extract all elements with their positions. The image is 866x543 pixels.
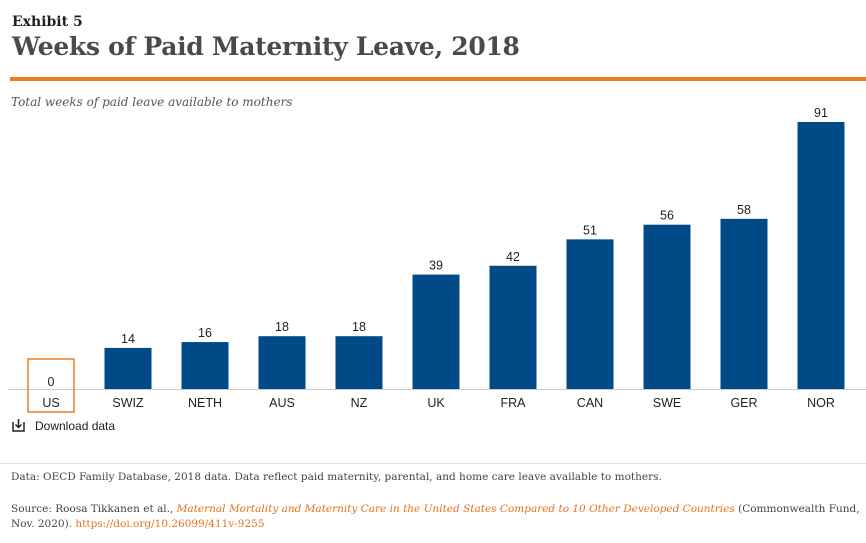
source-citation: Source: Roosa Tikkanen et al., Maternal … bbox=[11, 502, 861, 532]
data-label-nz: 18 bbox=[352, 320, 366, 334]
source-doi-link[interactable]: https://doi.org/10.26099/411v-9255 bbox=[75, 518, 265, 530]
data-label-nor: 91 bbox=[814, 106, 828, 120]
bar-can[interactable] bbox=[566, 239, 614, 389]
download-data-label: Download data bbox=[35, 418, 116, 433]
data-label-can: 51 bbox=[583, 223, 597, 237]
bar-neth[interactable] bbox=[181, 342, 229, 389]
data-label-swe: 56 bbox=[660, 209, 674, 223]
highlight-box-us bbox=[27, 358, 75, 413]
tick-label-ger: GER bbox=[730, 396, 757, 410]
tick-label-can: CAN bbox=[577, 396, 603, 410]
tick-label-nor: NOR bbox=[807, 396, 835, 410]
data-label-ger: 58 bbox=[737, 203, 751, 217]
chart-subtitle: Total weeks of paid leave available to m… bbox=[11, 95, 293, 109]
data-label-aus: 18 bbox=[275, 320, 289, 334]
tick-label-neth: NETH bbox=[188, 396, 222, 410]
bar-swiz[interactable] bbox=[104, 347, 152, 389]
download-icon bbox=[12, 419, 25, 432]
data-label-fra: 42 bbox=[506, 250, 520, 264]
data-label-us: 0 bbox=[48, 375, 55, 389]
tick-label-swe: SWE bbox=[653, 396, 681, 410]
tick-label-uk: UK bbox=[427, 396, 445, 410]
source-suffix: (Commonwealth Fund, Nov. 2020). bbox=[11, 503, 860, 530]
bar-aus[interactable] bbox=[258, 336, 306, 389]
exhibit-label: Exhibit 5 bbox=[12, 14, 83, 30]
source-prefix: Source: Roosa Tikkanen et al., bbox=[11, 503, 177, 515]
data-label-swiz: 14 bbox=[121, 332, 135, 346]
data-note: Data: OECD Family Database, 2018 data. D… bbox=[11, 471, 662, 483]
bar-fra[interactable] bbox=[489, 265, 537, 389]
tick-label-swiz: SWIZ bbox=[112, 396, 144, 410]
tick-label-aus: AUS bbox=[269, 396, 295, 410]
bar-ger[interactable] bbox=[720, 218, 768, 389]
title-rule bbox=[10, 77, 866, 81]
tick-label-fra: FRA bbox=[501, 396, 527, 410]
tick-label-us: US bbox=[42, 396, 59, 410]
source-article-link[interactable]: Maternal Mortality and Maternity Care in… bbox=[176, 503, 735, 515]
bar-chart: 0 US 14 SWIZ 16 NETH 18 AUS 18 NZ 39 UK 42 FRA 51 CAN 56… bbox=[8, 106, 866, 413]
bar-uk[interactable] bbox=[412, 274, 460, 389]
footer-divider bbox=[0, 463, 866, 464]
download-data-button[interactable]: Download data bbox=[11, 418, 115, 433]
bar-swe[interactable] bbox=[643, 224, 691, 389]
bar-nor[interactable] bbox=[797, 122, 845, 389]
data-label-neth: 16 bbox=[198, 326, 212, 340]
page-title: Weeks of Paid Maternity Leave, 2018 bbox=[12, 32, 520, 61]
tick-label-nz: NZ bbox=[351, 396, 368, 410]
data-label-uk: 39 bbox=[429, 259, 443, 273]
bar-nz[interactable] bbox=[335, 336, 383, 389]
